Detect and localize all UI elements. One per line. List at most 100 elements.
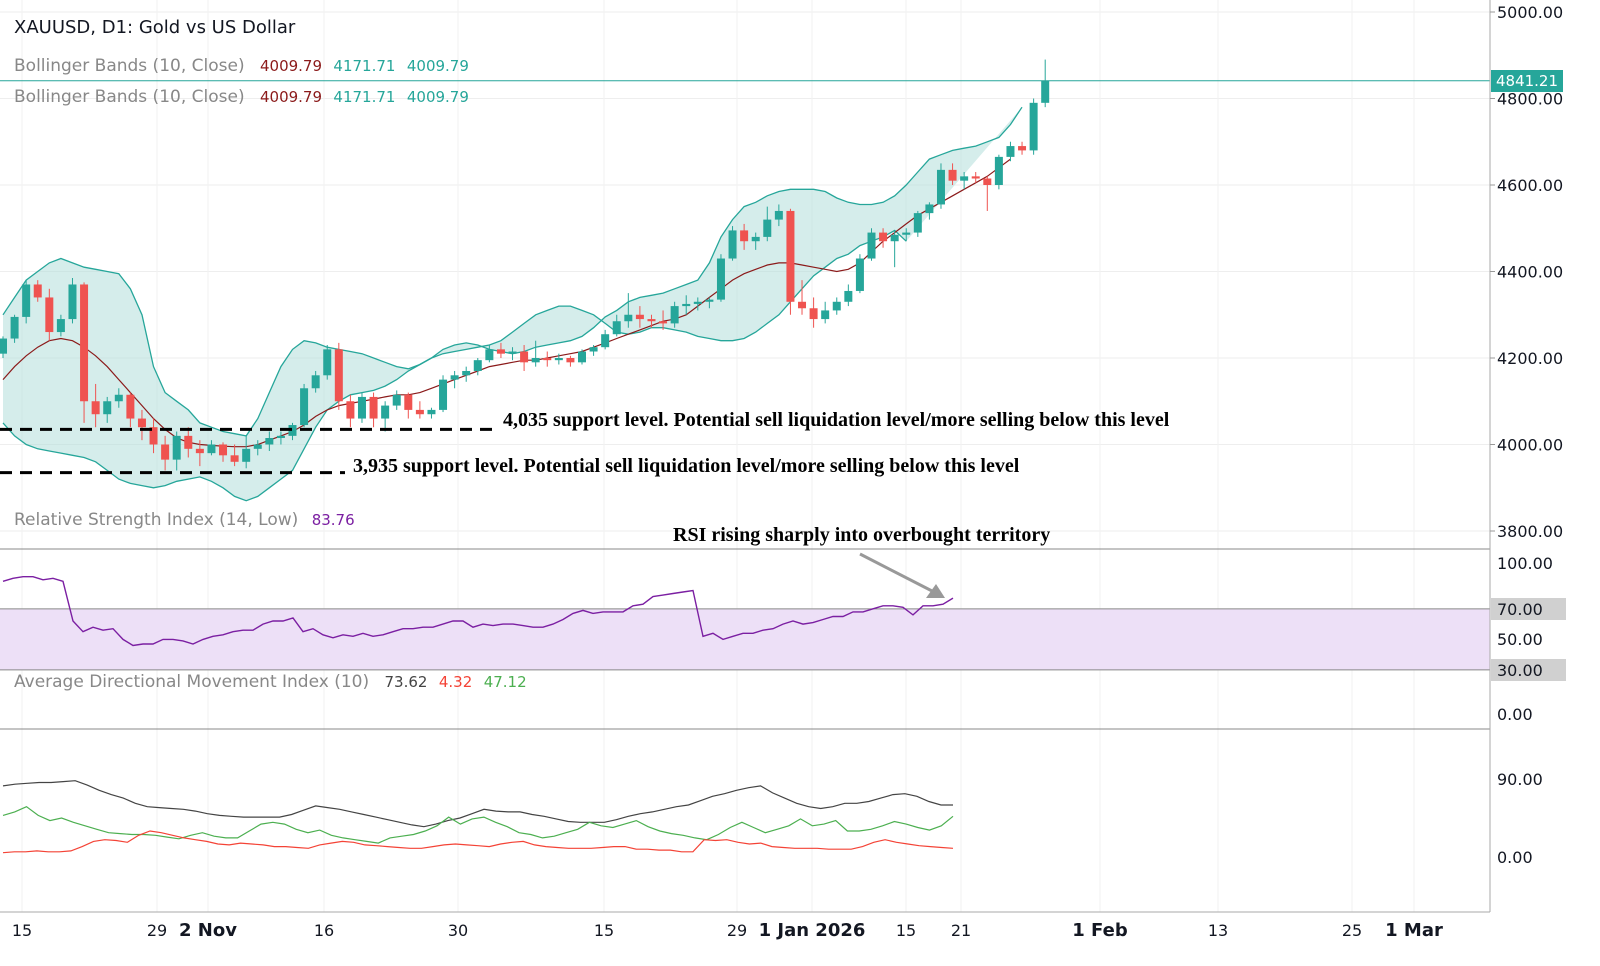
candle-body xyxy=(867,232,876,259)
candle-body xyxy=(601,334,610,348)
rsi-axis-tick: 100.00 xyxy=(1497,554,1553,573)
time-axis-tick: 13 xyxy=(1208,921,1228,940)
candle-body xyxy=(126,394,135,419)
candle-body xyxy=(809,308,818,320)
candle-body xyxy=(357,396,366,419)
adx-legend-v2: 4.32 xyxy=(439,673,472,691)
candle-body xyxy=(751,236,760,242)
rsi-legend[interactable]: Relative Strength Index (14, Low) 83.76 xyxy=(14,510,355,530)
candle-body xyxy=(473,360,482,371)
time-axis-tick: 15 xyxy=(896,921,916,940)
candle-body xyxy=(1029,102,1038,151)
bb-legend-2-label: Bollinger Bands (10, Close) xyxy=(14,87,245,107)
candle-body xyxy=(798,301,807,309)
candle-body xyxy=(913,213,922,233)
time-axis-tick: 21 xyxy=(951,921,971,940)
price-axis[interactable]: 5000.00 4800.00 4600.00 4400.00 4200.00 4000.… xyxy=(1490,3,1563,541)
candle-body xyxy=(589,347,598,352)
candle-body xyxy=(670,306,679,324)
price-axis-tick: 4600.00 xyxy=(1497,176,1563,195)
time-axis-tick: 29 xyxy=(727,921,747,940)
candle-body xyxy=(369,396,378,419)
price-axis-tick: 4400.00 xyxy=(1497,263,1563,282)
candle-body xyxy=(774,210,783,220)
annotation-arrow-shaft xyxy=(859,552,935,594)
candle-body xyxy=(705,299,714,302)
price-axis-tick: 4800.00 xyxy=(1497,90,1563,109)
candle-body xyxy=(184,435,193,449)
candle-body xyxy=(994,156,1003,185)
bb-legend-1[interactable]: Bollinger Bands (10, Close) 4009.79 4171… xyxy=(14,56,469,76)
candle-body xyxy=(879,232,888,242)
candle-body xyxy=(960,176,969,181)
candle-body xyxy=(578,351,586,363)
candle-body xyxy=(334,349,343,402)
bb-legend-2-v1: 4009.79 xyxy=(260,88,322,106)
candle-body xyxy=(462,370,471,376)
candle-body xyxy=(276,435,285,439)
adx-axis[interactable]: 90.00 0.00 xyxy=(1497,770,1543,867)
annotation-rsi: RSI rising sharply into overbought terri… xyxy=(673,524,1050,546)
candle-body xyxy=(404,394,413,410)
time-axis-tick: 30 xyxy=(448,921,468,940)
price-axis-tick: 4000.00 xyxy=(1497,436,1563,455)
rsi-axis[interactable]: 100.00 70.00 50.00 30.00 0.00 xyxy=(1491,554,1566,724)
candle-body xyxy=(496,349,505,354)
candle-body xyxy=(1018,146,1027,151)
time-axis-tick: 15 xyxy=(12,921,32,940)
rsi-legend-label: Relative Strength Index (14, Low) xyxy=(14,510,298,530)
candle-body xyxy=(763,219,772,237)
candle-body xyxy=(161,444,170,460)
candle-body xyxy=(68,284,77,320)
time-axis-tick: 1 Feb xyxy=(1072,920,1128,941)
candle-body xyxy=(624,314,633,322)
bollinger-middle-line xyxy=(2,158,1011,448)
time-axis-tick: 1 Mar xyxy=(1385,920,1443,941)
annotation-arrow-head xyxy=(926,584,945,598)
candle-body xyxy=(1041,80,1050,103)
candle-body xyxy=(693,301,702,304)
candle-body xyxy=(635,314,644,320)
time-axis[interactable]: 15 29 2 Nov 16 30 15 29 1 Jan 2026 15 21 1 Feb 13 25… xyxy=(12,920,1443,941)
adx-axis-tick: 0.00 xyxy=(1497,848,1533,867)
time-axis-tick: 25 xyxy=(1342,921,1362,940)
price-axis-tick: 5000.00 xyxy=(1497,3,1563,22)
rsi-legend-value: 83.76 xyxy=(312,511,355,529)
candle-body xyxy=(172,435,181,460)
adx-legend-v3: 47.12 xyxy=(484,673,527,691)
bb-legend-2[interactable]: Bollinger Bands (10, Close) 4009.79 4171… xyxy=(14,87,469,107)
candle-body xyxy=(439,379,448,410)
price-tag-bg xyxy=(1491,70,1563,92)
time-axis-tick: 1 Jan 2026 xyxy=(759,920,866,941)
price-axis-tick: 4200.00 xyxy=(1497,349,1563,368)
adx-legend[interactable]: Average Directional Movement Index (10) … xyxy=(14,672,527,692)
candle-body xyxy=(832,301,841,311)
candle-body xyxy=(137,418,146,428)
candle-body xyxy=(195,448,204,454)
rsi-line xyxy=(2,576,954,647)
rsi-axis-tag-bg xyxy=(1491,598,1566,620)
bb-legend-1-v2: 4171.71 xyxy=(333,57,395,75)
adx-legend-label: Average Directional Movement Index (10) xyxy=(14,672,369,692)
candle-body xyxy=(22,284,31,317)
candle-body xyxy=(647,319,656,322)
candle-body xyxy=(265,438,274,445)
page-title: XAUUSD, D1: Gold vs US Dollar xyxy=(14,17,296,38)
candle-body xyxy=(10,316,19,339)
candle-body xyxy=(300,388,309,426)
candle-body xyxy=(821,310,830,320)
candle-body xyxy=(902,232,911,235)
rsi-axis-tick-zero: 0.00 xyxy=(1497,705,1533,724)
bb-legend-1-label: Bollinger Bands (10, Close) xyxy=(14,56,245,76)
candle-body xyxy=(508,351,517,354)
candle-body xyxy=(103,401,112,415)
candle-body xyxy=(219,444,228,456)
candle-body xyxy=(253,444,262,449)
candle-body xyxy=(415,409,424,415)
candle-body xyxy=(311,375,320,389)
bb-legend-1-v3: 4009.79 xyxy=(407,57,469,75)
rsi-axis-tag-bg xyxy=(1491,659,1566,681)
candlestick-series xyxy=(0,59,1050,471)
candle-body xyxy=(531,358,540,363)
